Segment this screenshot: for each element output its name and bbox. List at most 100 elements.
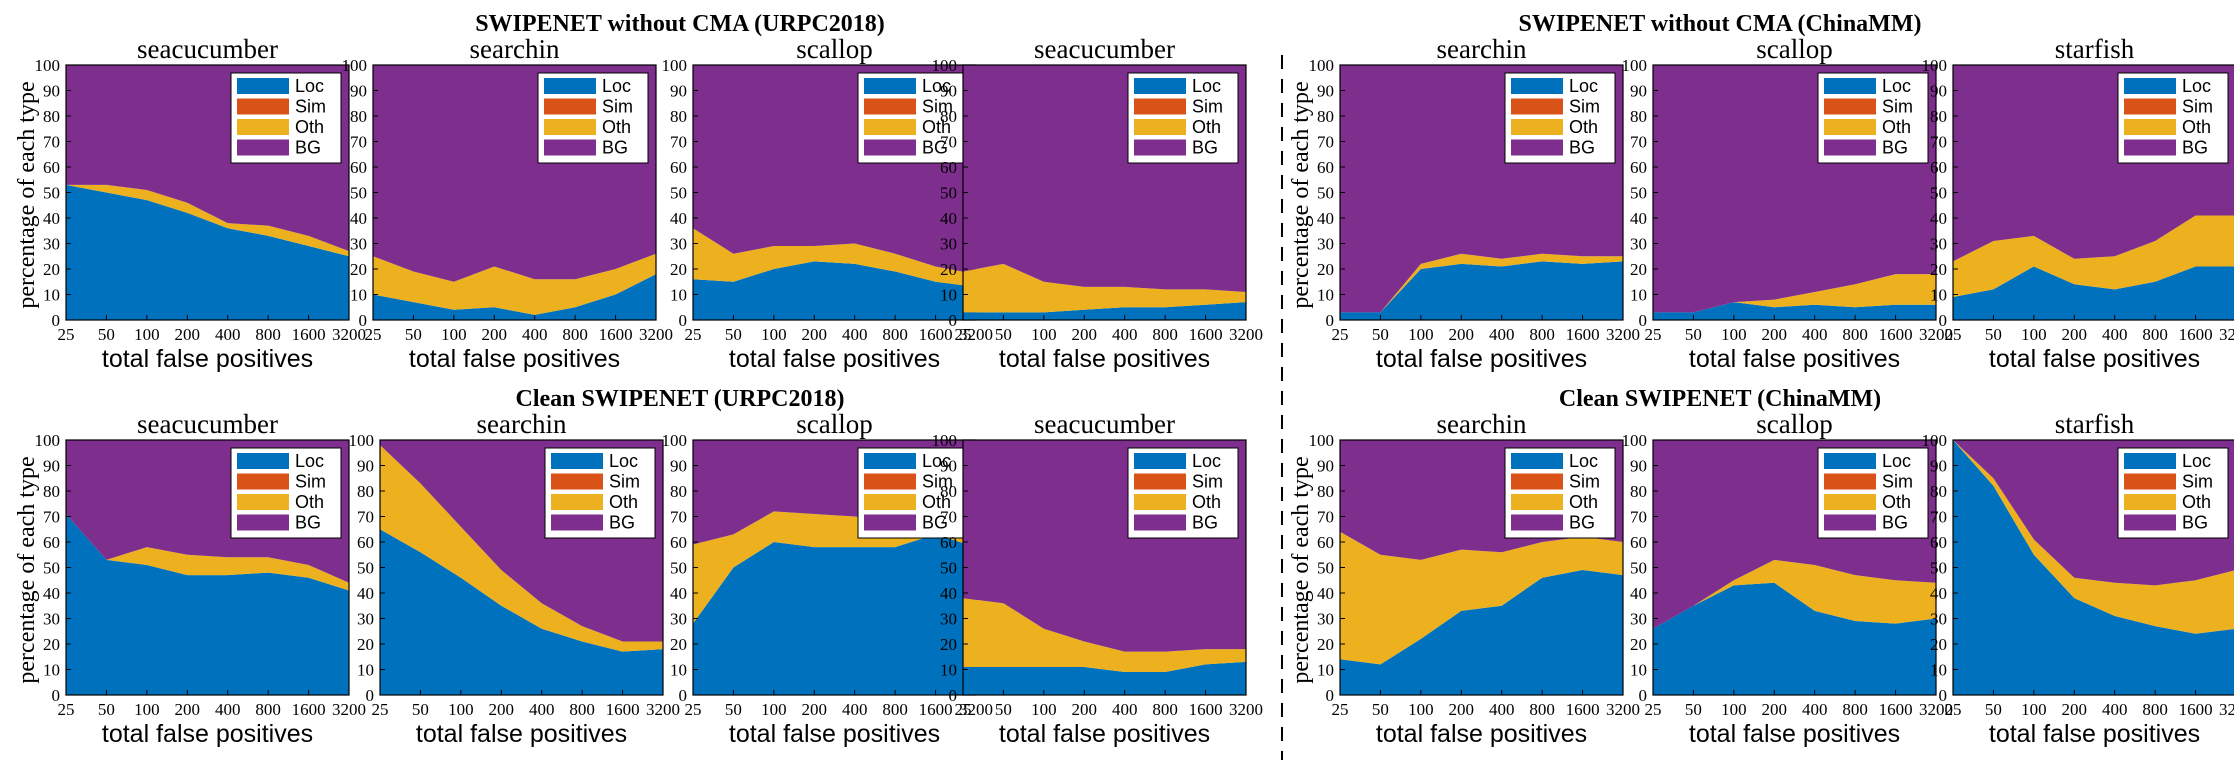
legend-swatch-loc <box>1824 453 1876 469</box>
y-tick-label: 40 <box>1317 209 1334 228</box>
y-tick-label: 60 <box>357 533 374 552</box>
x-tick-label: 3200 <box>1606 700 1640 719</box>
y-tick-label: 80 <box>43 107 60 126</box>
legend-label-oth: Oth <box>1192 117 1221 137</box>
x-tick-label: 25 <box>1332 325 1349 344</box>
legend-label-bg: BG <box>922 138 948 158</box>
legend-swatch-loc <box>864 453 916 469</box>
x-tick-label: 25 <box>1645 325 1662 344</box>
legend-swatch-bg <box>544 139 596 156</box>
legend-label-loc: Loc <box>1192 76 1221 96</box>
y-tick-label: 40 <box>1930 209 1947 228</box>
y-tick-label: 70 <box>1930 508 1947 527</box>
legend-swatch-sim <box>1511 473 1563 490</box>
y-tick-label: 70 <box>350 133 367 152</box>
x-tick-label: 400 <box>842 700 868 719</box>
area-oth <box>693 511 976 624</box>
y-tick-label: 30 <box>43 610 60 629</box>
y-tick-label: 40 <box>670 584 687 603</box>
area-oth <box>963 263 1246 313</box>
x-tick-label: 800 <box>882 325 908 344</box>
x-tick-label: 100 <box>1031 700 1057 719</box>
area-loc <box>373 274 656 320</box>
y-tick-label: 80 <box>670 107 687 126</box>
y-tick-label: 20 <box>940 635 957 654</box>
legend-swatch-loc <box>544 78 596 94</box>
x-tick-label: 25 <box>58 700 75 719</box>
x-tick-label: 400 <box>1489 325 1515 344</box>
x-tick-label: 1600 <box>292 325 326 344</box>
legend-swatch-loc <box>1511 453 1563 469</box>
y-tick-label: 100 <box>662 431 688 450</box>
y-tick-label: 100 <box>932 431 958 450</box>
x-tick-label: 25 <box>372 700 389 719</box>
y-axis-label: percentage of each type <box>1288 456 1314 683</box>
legend-swatch-oth <box>1511 119 1563 135</box>
y-tick-label: 10 <box>1930 661 1947 680</box>
legend-swatch-bg <box>864 139 916 156</box>
legend-swatch-oth <box>1511 494 1563 510</box>
y-tick-label: 30 <box>1630 235 1647 254</box>
legend-label-oth: Oth <box>1882 117 1911 137</box>
x-tick-label: 200 <box>2062 700 2088 719</box>
y-tick-label: 80 <box>1930 107 1947 126</box>
x-tick-label: 200 <box>482 325 508 344</box>
x-axis-label: total false positives <box>1989 720 2200 748</box>
x-tick-label: 50 <box>98 325 115 344</box>
y-tick-label: 10 <box>43 286 60 305</box>
y-tick-label: 60 <box>1930 158 1947 177</box>
x-tick-label: 25 <box>1645 700 1662 719</box>
x-axis-label: total false positives <box>729 345 940 373</box>
y-tick-label: 20 <box>1930 635 1947 654</box>
y-tick-label: 20 <box>940 260 957 279</box>
legend-label-loc: Loc <box>602 76 631 96</box>
x-tick-label: 200 <box>1762 700 1788 719</box>
legend-label-loc: Loc <box>1882 76 1911 96</box>
x-tick-label: 800 <box>1529 325 1555 344</box>
y-tick-label: 70 <box>1630 508 1647 527</box>
x-axis-label: total false positives <box>1689 345 1900 373</box>
x-tick-label: 100 <box>761 325 787 344</box>
legend-swatch-bg <box>237 139 289 156</box>
y-tick-label: 90 <box>1317 457 1334 476</box>
x-tick-label: 25 <box>685 325 702 344</box>
y-tick-label: 90 <box>43 82 60 101</box>
legend-label-oth: Oth <box>1882 492 1911 512</box>
y-tick-label: 50 <box>940 184 957 203</box>
y-tick-label: 10 <box>1930 286 1947 305</box>
x-tick-label: 800 <box>255 700 281 719</box>
y-tick-label: 20 <box>670 635 687 654</box>
y-tick-label: 30 <box>670 235 687 254</box>
x-tick-label: 800 <box>1842 325 1868 344</box>
y-tick-label: 40 <box>1930 584 1947 603</box>
y-tick-label: 100 <box>932 56 958 75</box>
y-tick-label: 50 <box>43 184 60 203</box>
legend-swatch-loc <box>2124 78 2176 94</box>
legend-swatch-bg <box>237 514 289 531</box>
y-tick-label: 100 <box>1309 431 1335 450</box>
x-tick-label: 25 <box>1945 325 1962 344</box>
y-tick-label: 90 <box>670 82 687 101</box>
y-tick-label: 0 <box>1939 311 1948 330</box>
legend-swatch-bg <box>1511 514 1563 531</box>
area-loc <box>963 302 1246 320</box>
y-tick-label: 60 <box>43 533 60 552</box>
x-tick-label: 1600 <box>1879 325 1913 344</box>
y-tick-label: 100 <box>662 56 688 75</box>
x-tick-label: 800 <box>882 700 908 719</box>
legend-swatch-oth <box>2124 494 2176 510</box>
area-oth <box>66 184 349 257</box>
y-tick-label: 70 <box>1930 133 1947 152</box>
x-tick-label: 100 <box>134 700 160 719</box>
legend-swatch-bg <box>1511 139 1563 156</box>
area-oth <box>1340 253 1623 313</box>
chart-title: starfish <box>2055 409 2135 439</box>
area-loc <box>693 534 976 695</box>
legend-label-loc: Loc <box>1569 451 1598 471</box>
